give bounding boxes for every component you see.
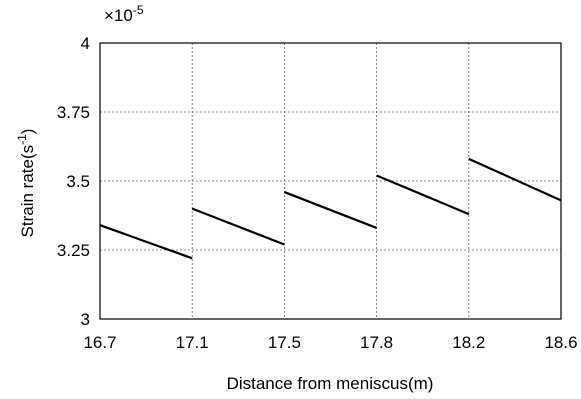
strain-rate-segment bbox=[376, 174, 470, 216]
y-tick-label: 3.75 bbox=[57, 103, 90, 122]
y-label-close: ) bbox=[18, 129, 37, 135]
y-tick-label: 4 bbox=[81, 34, 90, 53]
strain-rate-segment bbox=[191, 207, 285, 246]
x-tick-labels: 16.7 17.1 17.5 17.8 18.2 18.6 bbox=[83, 333, 577, 352]
x-tick-label: 18.2 bbox=[452, 333, 485, 352]
grid-lines bbox=[100, 43, 561, 319]
y-tick-label: 3.25 bbox=[57, 241, 90, 260]
y-multiplier-prefix: ×10 bbox=[104, 6, 133, 25]
y-tick-label: 3 bbox=[81, 310, 90, 329]
strain-rate-segment bbox=[284, 191, 377, 229]
strain-rate-segment bbox=[468, 157, 562, 202]
plot-frame bbox=[99, 42, 562, 320]
y-axis-label: Strain rate(s-1) bbox=[15, 129, 37, 238]
y-label-main: Strain rate(s bbox=[18, 145, 37, 238]
x-tick-label: 17.8 bbox=[360, 333, 393, 352]
y-tick-labels: 3 3.25 3.5 3.75 4 bbox=[57, 34, 90, 329]
x-axis-label: Distance from meniscus(m) bbox=[227, 374, 434, 393]
x-tick-label: 18.6 bbox=[544, 333, 577, 352]
y-tick-label: 3.5 bbox=[66, 172, 90, 191]
y-label-superscript: -1 bbox=[15, 134, 29, 145]
x-tick-label: 17.1 bbox=[176, 333, 209, 352]
series bbox=[99, 157, 562, 260]
y-axis-multiplier: ×10-5 bbox=[104, 3, 144, 25]
x-tick-label: 17.5 bbox=[268, 333, 301, 352]
x-tick-label: 16.7 bbox=[83, 333, 116, 352]
strain-rate-segment bbox=[99, 224, 193, 260]
y-multiplier-exponent: -5 bbox=[133, 3, 144, 17]
